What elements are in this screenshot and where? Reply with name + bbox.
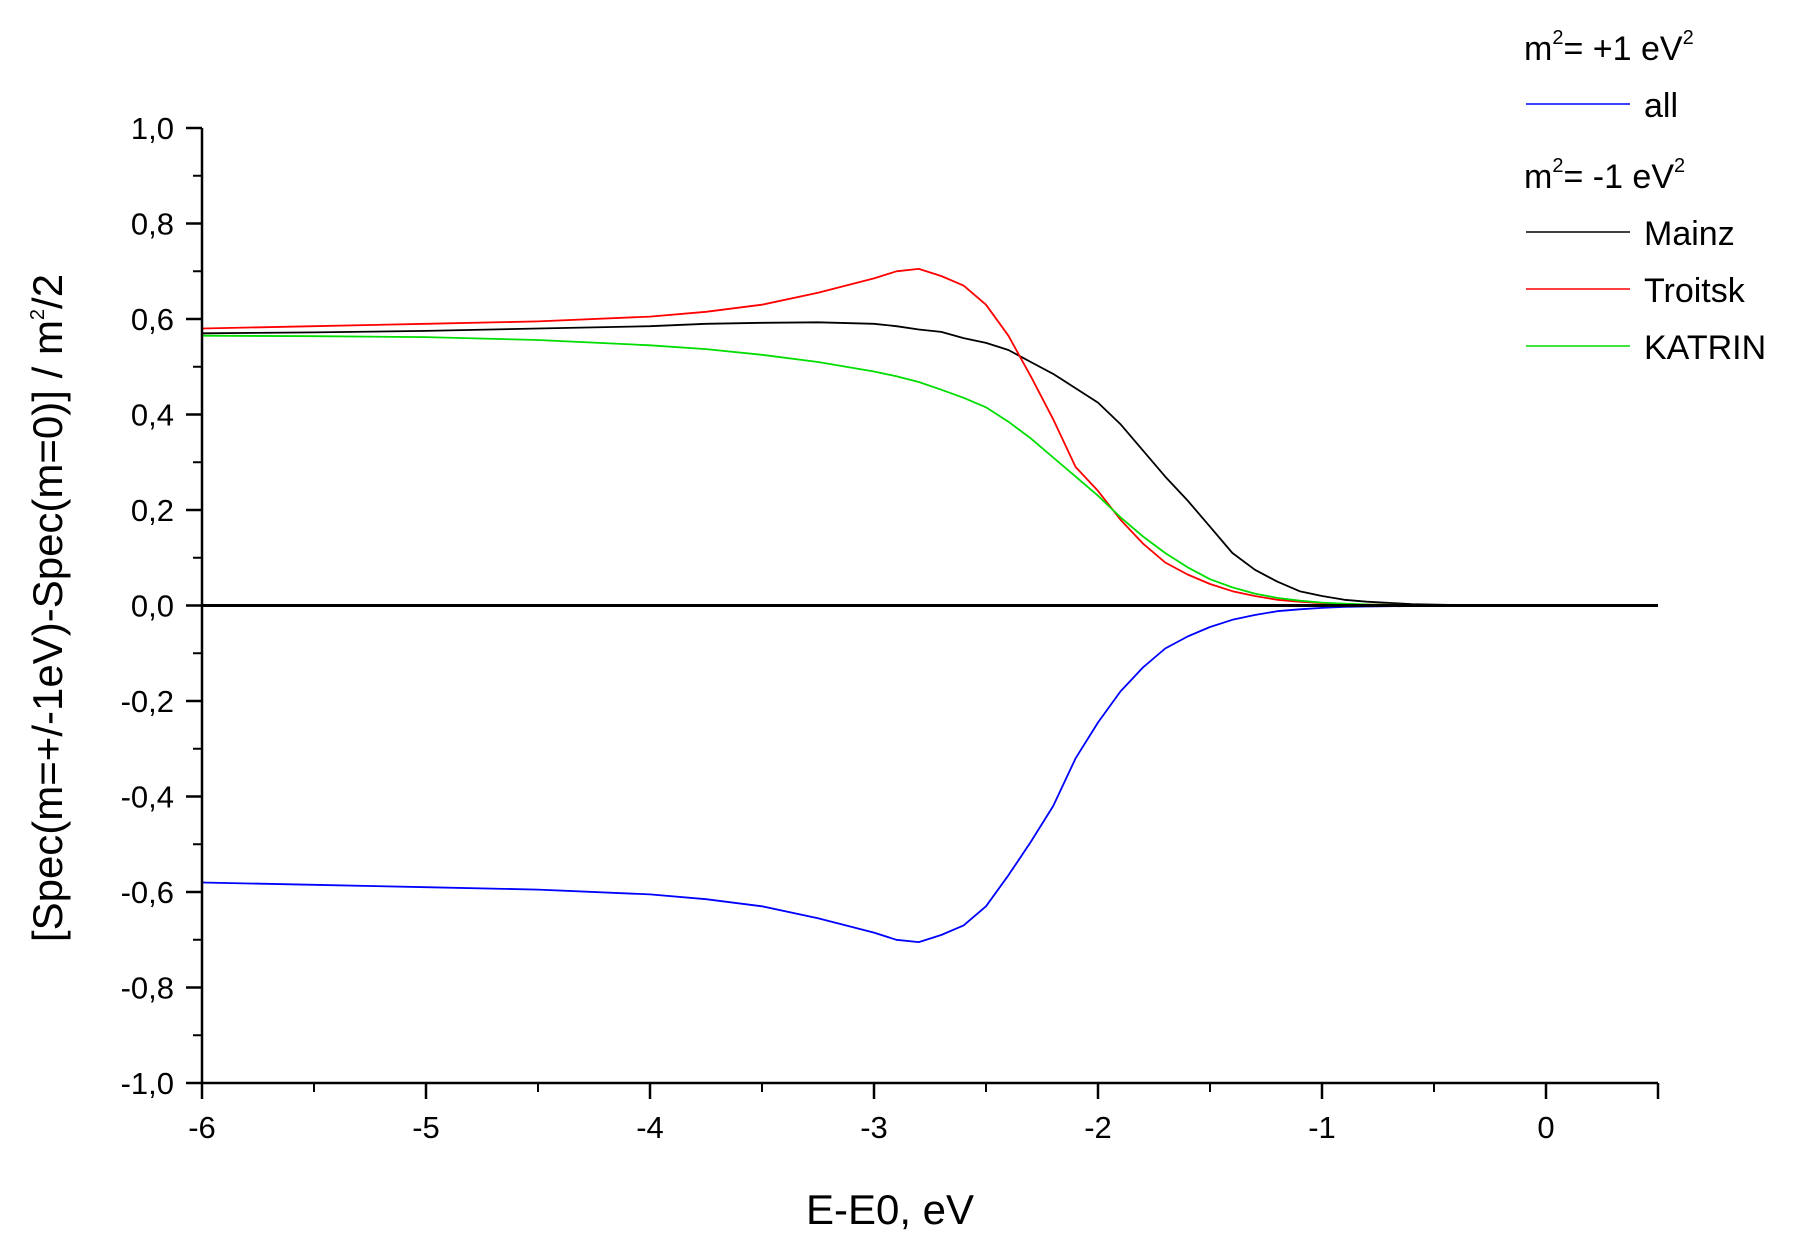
- x-tick-label: -4: [636, 1110, 664, 1145]
- y-tick-label: 0,8: [131, 207, 174, 242]
- y-tick-label: -0,4: [121, 780, 174, 815]
- y-axis-title: [Spec(m=+/-1eV)-Spec(m=0)] / m2/2: [24, 274, 71, 942]
- y-axis-title-main: [Spec(m=+/-1eV)-Spec(m=0)] / m: [24, 320, 71, 942]
- legend-group2-mid: = -1 eV: [1563, 158, 1674, 196]
- legend-group1-mid: = +1 eV: [1563, 30, 1682, 68]
- legend-group2-m: m: [1524, 158, 1552, 196]
- legend-group1-m: m: [1524, 30, 1552, 68]
- legend-group1-sup2: 2: [1683, 27, 1694, 49]
- x-tick-label: -3: [860, 1110, 888, 1145]
- y-tick-label: 1,0: [131, 111, 174, 146]
- legend-group1-title: m2= +1 eV2: [1524, 27, 1694, 68]
- x-tick-label: -5: [412, 1110, 440, 1145]
- y-tick-label: -1,0: [121, 1066, 174, 1101]
- series-line-mainz: [201, 321, 1546, 607]
- legend-label-troitsk: Troitsk: [1644, 272, 1746, 310]
- series-line-troitsk: [201, 268, 1546, 607]
- legend-group2-sup2: 2: [1674, 155, 1685, 177]
- y-axis-title-sup: 2: [27, 309, 49, 320]
- y-tick-label: 0,2: [131, 493, 174, 528]
- legend-label-all: all: [1644, 87, 1678, 125]
- axes: -6 -5 -4 -3 -2 -1 0 -1,0 -0,8 -0,6 -0,4 -0,2 0,0 0,2 0…: [121, 111, 1660, 1145]
- x-axis-title: E-E0, eV: [806, 1186, 974, 1233]
- legend-label-katrin: KATRIN: [1644, 329, 1766, 367]
- legend-group2-sup1: 2: [1552, 155, 1563, 177]
- y-tick-label: 0,6: [131, 302, 174, 337]
- series-line-katrin: [201, 334, 1546, 607]
- y-axis-title-tail: /2: [24, 274, 71, 309]
- series-line-all: [201, 604, 1546, 943]
- y-tick-label: 0,4: [131, 398, 174, 433]
- plot-area: [201, 268, 1546, 943]
- x-tick-label: -1: [1308, 1110, 1336, 1145]
- y-tick-label: -0,6: [121, 875, 174, 910]
- y-tick-label: -0,2: [121, 684, 174, 719]
- x-tick-label: -2: [1084, 1110, 1112, 1145]
- legend-label-mainz: Mainz: [1644, 215, 1735, 253]
- y-tick-label: -0,8: [121, 971, 174, 1006]
- y-tick-label: 0,0: [131, 589, 174, 624]
- legend-group2-title: m2= -1 eV2: [1524, 155, 1685, 196]
- x-tick-label: 0: [1537, 1110, 1554, 1145]
- legend-group1-sup1: 2: [1552, 27, 1563, 49]
- x-tick-label: -6: [188, 1110, 216, 1145]
- legend: m2= +1 eV2 all m2= -1 eV2 Mainz Troitsk …: [1524, 27, 1766, 367]
